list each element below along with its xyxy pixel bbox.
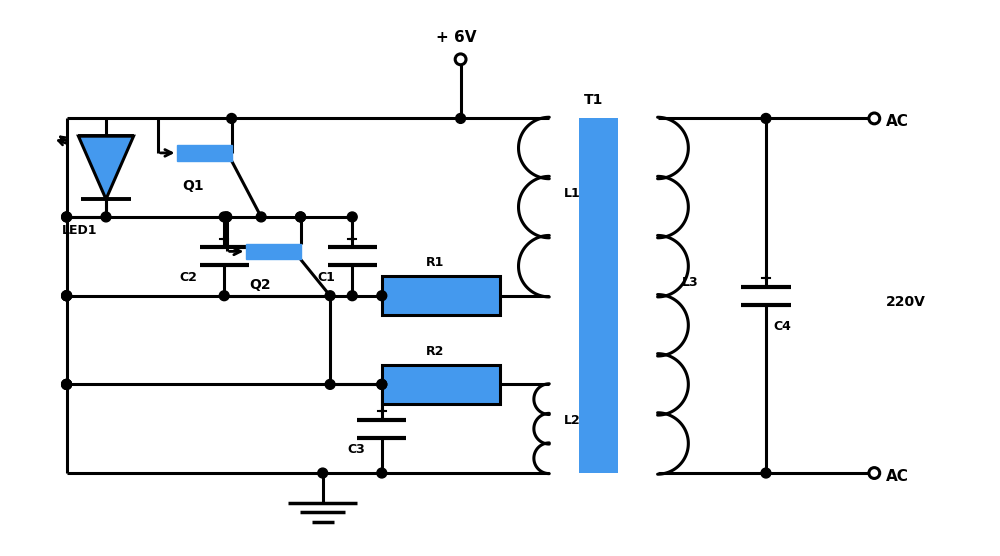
Circle shape (62, 291, 72, 301)
Text: R2: R2 (426, 345, 444, 358)
Circle shape (377, 379, 387, 389)
Circle shape (455, 54, 466, 64)
Text: L1: L1 (564, 187, 581, 200)
Circle shape (347, 212, 357, 222)
Circle shape (347, 291, 357, 301)
Text: C1: C1 (318, 271, 336, 284)
Text: AC: AC (886, 469, 909, 484)
Circle shape (219, 291, 229, 301)
Circle shape (101, 212, 111, 222)
Circle shape (222, 212, 232, 222)
Circle shape (222, 212, 232, 222)
Circle shape (62, 291, 72, 301)
Text: C3: C3 (347, 443, 365, 456)
Circle shape (62, 212, 72, 222)
Text: L3: L3 (682, 276, 699, 289)
Circle shape (62, 379, 72, 389)
Circle shape (62, 379, 72, 389)
Text: + 6V: + 6V (436, 29, 476, 44)
FancyBboxPatch shape (579, 118, 618, 473)
Circle shape (761, 468, 771, 478)
Circle shape (256, 212, 266, 222)
Text: 220V: 220V (886, 295, 926, 309)
Text: Q1: Q1 (182, 180, 204, 193)
Circle shape (869, 113, 880, 124)
Text: C2: C2 (180, 271, 198, 284)
Text: AC: AC (886, 115, 909, 130)
FancyBboxPatch shape (382, 365, 500, 404)
FancyBboxPatch shape (177, 145, 232, 161)
Circle shape (761, 113, 771, 123)
FancyBboxPatch shape (246, 244, 301, 259)
Text: Q2: Q2 (249, 278, 271, 292)
Circle shape (296, 212, 305, 222)
Polygon shape (78, 136, 134, 199)
Text: C4: C4 (774, 320, 792, 333)
Circle shape (62, 291, 72, 301)
Circle shape (296, 212, 305, 222)
Text: LED1: LED1 (62, 224, 97, 237)
Circle shape (325, 291, 335, 301)
Circle shape (62, 212, 72, 222)
Text: T1: T1 (584, 93, 603, 107)
Circle shape (62, 379, 72, 389)
Circle shape (219, 212, 229, 222)
Text: L2: L2 (564, 414, 581, 427)
Circle shape (377, 291, 387, 301)
Circle shape (377, 379, 387, 389)
Circle shape (869, 468, 880, 479)
Circle shape (456, 113, 466, 123)
Circle shape (325, 379, 335, 389)
FancyBboxPatch shape (382, 276, 500, 315)
Text: R1: R1 (426, 256, 444, 269)
Circle shape (318, 468, 328, 478)
Circle shape (377, 468, 387, 478)
Circle shape (227, 113, 237, 123)
